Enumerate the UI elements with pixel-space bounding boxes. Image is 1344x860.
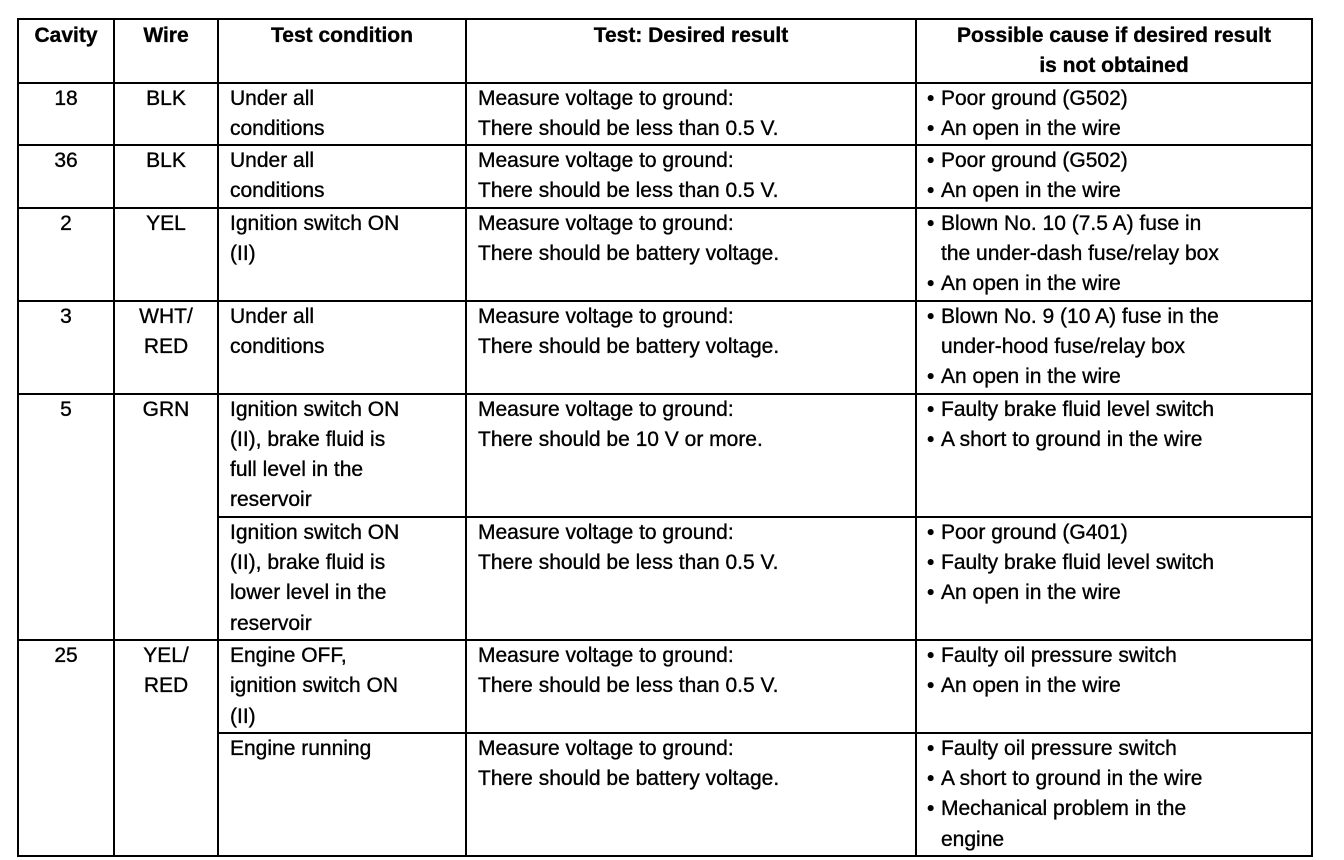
desired-result-cell: Measure voltage to ground: There should … xyxy=(465,392,917,518)
test-condition-cell: Engine OFF, ignition switch ON (II) xyxy=(217,638,467,734)
cause-item: Faulty brake fluid level switch xyxy=(917,395,1311,426)
cause-list: Faulty oil pressure switchA short to gro… xyxy=(917,734,1311,855)
table-row: 2 YEL Ignition switch ON (II) Measure volta… xyxy=(17,206,1313,302)
cause-item: A short to ground in the wire xyxy=(917,764,1311,795)
possible-cause-cell: Blown No. 10 (7.5 A) fuse in the under-d… xyxy=(915,206,1313,302)
cause-item: An open in the wire xyxy=(917,176,1311,207)
cause-item: Blown No. 9 (10 A) fuse in the under-hoo… xyxy=(917,302,1311,363)
cavity-cell: 3 xyxy=(17,299,115,395)
desired-result-cell: Measure voltage to ground: There should … xyxy=(465,731,917,858)
cause-list: Poor ground (G502)An open in the wire xyxy=(917,84,1311,145)
desired-result-cell: Measure voltage to ground: There should … xyxy=(465,144,917,209)
cause-item: An open in the wire xyxy=(917,578,1311,609)
cause-list: Faulty oil pressure switchAn open in the… xyxy=(917,641,1311,702)
wire-cell: YEL/ RED xyxy=(113,638,219,858)
cause-item: An open in the wire xyxy=(917,114,1311,145)
test-condition-cell: Ignition switch ON (II) xyxy=(217,206,467,302)
cause-item: Poor ground (G502) xyxy=(917,84,1311,115)
cause-item: An open in the wire xyxy=(917,362,1311,393)
table-row: 36 BLK Under all conditions Measure voltage… xyxy=(17,144,1313,209)
table-row: 5 GRN Ignition switch ON (II), brake fluid… xyxy=(17,392,1313,641)
cause-item: Faulty oil pressure switch xyxy=(917,734,1311,765)
cause-item: A short to ground in the wire xyxy=(917,425,1311,456)
wire-cell: GRN xyxy=(113,392,219,641)
desired-result-cell: Measure voltage to ground: There should … xyxy=(465,206,917,302)
cause-item: Mechanical problem in the engine xyxy=(917,794,1311,855)
cause-item: An open in the wire xyxy=(917,269,1311,300)
header-possible-cause: Possible cause if desired result is not … xyxy=(915,18,1313,84)
test-condition-cell: Ignition switch ON (II), brake fluid is … xyxy=(217,392,467,518)
cavity-cell: 36 xyxy=(17,144,115,209)
desired-result-cell: Measure voltage to ground: There should … xyxy=(465,515,917,641)
wire-cell: BLK xyxy=(113,81,219,147)
cause-item: Poor ground (G502) xyxy=(917,146,1311,177)
desired-result-cell: Measure voltage to ground: There should … xyxy=(465,81,917,147)
cause-item: Blown No. 10 (7.5 A) fuse in the under-d… xyxy=(917,209,1311,270)
cavity-cell: 5 xyxy=(17,392,115,641)
test-condition-cell: Under all conditions xyxy=(217,144,467,209)
cavity-cell: 25 xyxy=(17,638,115,858)
cavity-cell: 2 xyxy=(17,206,115,302)
desired-result-cell: Measure voltage to ground: There should … xyxy=(465,299,917,395)
header-cavity: Cavity xyxy=(17,18,115,84)
test-condition-cell: Under all conditions xyxy=(217,81,467,147)
troubleshooting-table: Cavity Wire Test condition Test: Desired… xyxy=(17,18,1313,858)
header-row: Cavity Wire Test condition Test: Desired… xyxy=(17,18,1313,84)
desired-result-cell: Measure voltage to ground: There should … xyxy=(465,638,917,734)
cause-item: An open in the wire xyxy=(917,671,1311,702)
header-desired-result: Test: Desired result xyxy=(465,18,917,84)
cause-list: Poor ground (G401)Faulty brake fluid lev… xyxy=(917,518,1311,609)
possible-cause-cell: Faulty oil pressure switchA short to gro… xyxy=(915,731,1313,858)
cavity-cell: 18 xyxy=(17,81,115,147)
cause-list: Poor ground (G502)An open in the wire xyxy=(917,146,1311,207)
wire-cell: BLK xyxy=(113,144,219,209)
table-row: 25 YEL/ RED Engine OFF, ignition switch ON… xyxy=(17,638,1313,858)
cause-item: Faulty oil pressure switch xyxy=(917,641,1311,672)
cause-list: Blown No. 10 (7.5 A) fuse in the under-d… xyxy=(917,209,1311,300)
header-wire: Wire xyxy=(113,18,219,84)
table-row: Engine running Measure voltage to ground:… xyxy=(18,731,1313,858)
wire-cell: YEL xyxy=(113,206,219,302)
possible-cause-cell: Faulty brake fluid level switchA short t… xyxy=(915,392,1313,518)
cause-item: Poor ground (G401) xyxy=(917,518,1311,549)
possible-cause-cell: Poor ground (G502)An open in the wire xyxy=(915,81,1313,147)
possible-cause-cell: Poor ground (G401)Faulty brake fluid lev… xyxy=(915,515,1313,641)
cause-list: Blown No. 9 (10 A) fuse in the under-hoo… xyxy=(917,302,1311,393)
test-condition-cell: Under all conditions xyxy=(217,299,467,395)
possible-cause-cell: Faulty oil pressure switchAn open in the… xyxy=(915,638,1313,734)
test-condition-cell: Engine running xyxy=(217,731,467,858)
test-condition-cell: Ignition switch ON (II), brake fluid is … xyxy=(217,515,467,641)
cause-item: Faulty brake fluid level switch xyxy=(917,548,1311,579)
table-row: 3 WHT/ RED Under all conditions Measure vol… xyxy=(17,299,1313,395)
table-row: 18 BLK Under all conditions Measure voltage… xyxy=(17,81,1313,147)
possible-cause-cell: Poor ground (G502)An open in the wire xyxy=(915,144,1313,209)
possible-cause-cell: Blown No. 9 (10 A) fuse in the under-hoo… xyxy=(915,299,1313,395)
table-row: Ignition switch ON (II), brake fluid is … xyxy=(18,515,1313,641)
cause-list: Faulty brake fluid level switchA short t… xyxy=(917,395,1311,456)
wire-cell: WHT/ RED xyxy=(113,299,219,395)
header-test-condition: Test condition xyxy=(217,18,467,84)
